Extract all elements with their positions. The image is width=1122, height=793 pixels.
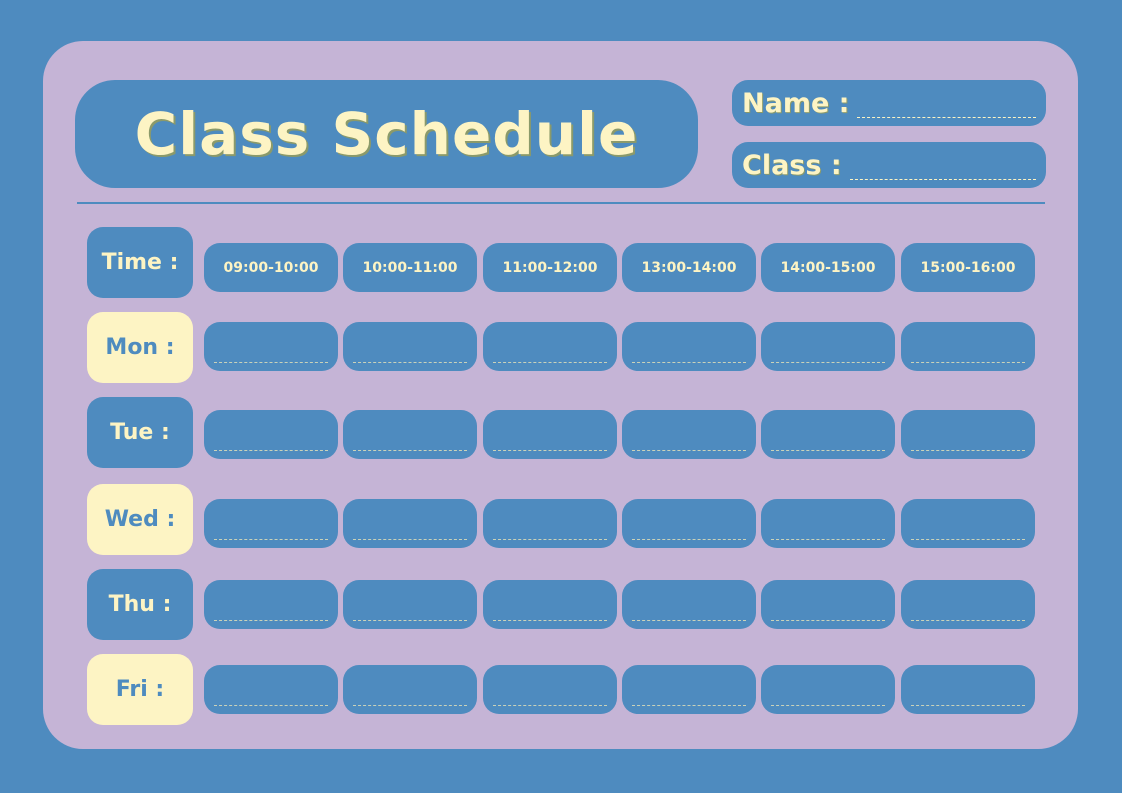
cell-input-line [911,705,1025,706]
time-label: Time : [87,227,193,298]
cell-input-line [771,705,885,706]
cell-input-line [771,362,885,363]
cell-input-line [493,705,607,706]
cell-input-line [493,362,607,363]
cell-input-line [214,705,328,706]
schedule-cell[interactable] [901,665,1035,714]
schedule-cell[interactable] [761,410,895,459]
schedule-cell[interactable] [343,665,477,714]
schedule-cell[interactable] [343,322,477,371]
cell-input-line [214,620,328,621]
cell-input-line [911,539,1025,540]
schedule-cell[interactable] [901,580,1035,629]
day-label: Mon : [87,312,193,383]
cell-input-line [771,539,885,540]
cell-input-line [911,450,1025,451]
schedule-cell[interactable] [483,410,617,459]
cell-input-line [632,362,746,363]
cell-input-line [632,539,746,540]
cell-input-line [493,620,607,621]
schedule-cell[interactable] [204,665,338,714]
cell-input-line [214,362,328,363]
time-slot-header: 15:00-16:00 [901,243,1035,292]
cell-input-line [353,539,467,540]
class-field[interactable]: Class : [732,142,1046,188]
schedule-cell[interactable] [204,322,338,371]
cell-input-line [632,705,746,706]
schedule-cell[interactable] [343,499,477,548]
name-label: Name : [742,87,850,119]
schedule-cell[interactable] [483,580,617,629]
cell-input-line [771,450,885,451]
schedule-cell[interactable] [622,665,756,714]
day-label: Fri : [87,654,193,725]
schedule-cell[interactable] [204,499,338,548]
schedule-cell[interactable] [343,580,477,629]
cell-input-line [214,539,328,540]
cell-input-line [632,450,746,451]
cell-input-line [911,362,1025,363]
class-label: Class : [742,149,842,181]
schedule-cell[interactable] [204,410,338,459]
time-slot-header: 14:00-15:00 [761,243,895,292]
schedule-cell[interactable] [483,665,617,714]
schedule-cell[interactable] [622,410,756,459]
time-slot-header: 11:00-12:00 [483,243,617,292]
cell-input-line [493,450,607,451]
time-slot-header: 10:00-11:00 [343,243,477,292]
cell-input-line [771,620,885,621]
cell-input-line [911,620,1025,621]
page-title: Class Schedule [75,80,698,188]
cell-input-line [353,362,467,363]
schedule-cell[interactable] [622,322,756,371]
day-label: Wed : [87,484,193,555]
divider [77,202,1045,204]
schedule-cell[interactable] [761,580,895,629]
schedule-cell[interactable] [622,580,756,629]
cell-input-line [353,450,467,451]
schedule-cell[interactable] [483,499,617,548]
time-slot-header: 13:00-14:00 [622,243,756,292]
schedule-cell[interactable] [761,499,895,548]
schedule-cell[interactable] [204,580,338,629]
schedule-cell[interactable] [901,322,1035,371]
cell-input-line [353,620,467,621]
time-slot-header: 09:00-10:00 [204,243,338,292]
cell-input-line [493,539,607,540]
cell-input-line [632,620,746,621]
class-input-line[interactable] [849,179,1036,180]
schedule-cell[interactable] [622,499,756,548]
name-field[interactable]: Name : [732,80,1046,126]
day-label: Tue : [87,397,193,468]
schedule-cell[interactable] [901,410,1035,459]
cell-input-line [214,450,328,451]
schedule-cell[interactable] [761,322,895,371]
schedule-cell[interactable] [343,410,477,459]
cell-input-line [353,705,467,706]
name-input-line[interactable] [857,117,1036,118]
schedule-cell[interactable] [483,322,617,371]
day-label: Thu : [87,569,193,640]
schedule-cell[interactable] [761,665,895,714]
schedule-cell[interactable] [901,499,1035,548]
